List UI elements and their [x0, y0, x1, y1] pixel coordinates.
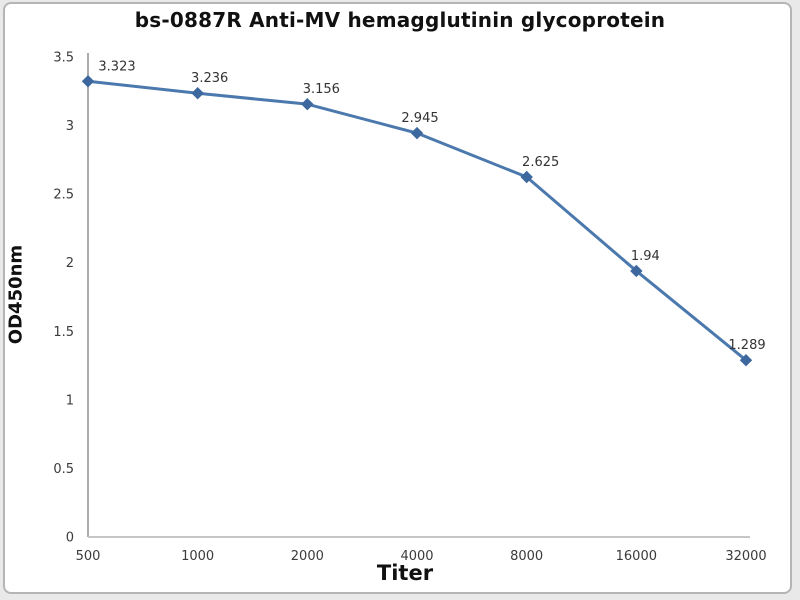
y-tick-label: 2	[66, 256, 74, 271]
y-tick-label: 1	[66, 393, 74, 408]
data-point-label: 1.289	[728, 338, 765, 353]
data-point-label: 3.236	[191, 71, 228, 86]
x-tick-label: 16000	[616, 549, 657, 564]
y-tick-label: 2.5	[53, 188, 74, 203]
x-axis-title: Titer	[376, 561, 434, 585]
data-point-label: 2.945	[401, 111, 438, 126]
x-tick-label: 500	[76, 549, 101, 564]
x-tick-label: 8000	[510, 549, 543, 564]
data-point-marker	[81, 75, 95, 88]
x-tick-label: 2000	[291, 549, 324, 564]
data-point-label: 1.94	[631, 249, 660, 264]
data-point-marker	[520, 170, 533, 184]
data-point-marker	[191, 86, 204, 100]
data-point-marker	[739, 354, 753, 367]
y-tick-label: 0	[66, 531, 74, 546]
y-tick-label: 0.5	[53, 462, 74, 477]
x-tick-label: 4000	[400, 549, 433, 564]
data-point-label: 3.323	[98, 59, 135, 74]
y-tick-label: 1.5	[53, 325, 74, 340]
data-point-marker	[301, 97, 314, 111]
data-point-marker	[410, 126, 424, 140]
data-point-marker	[630, 264, 643, 278]
chart-title: bs-0887R Anti-MV hemagglutinin glycoprot…	[134, 8, 666, 32]
x-tick-label: 1000	[181, 549, 214, 564]
y-tick-label: 3	[66, 119, 74, 134]
chart-card	[3, 2, 792, 594]
x-tick-label: 32000	[725, 549, 766, 564]
y-tick-label: 3.5	[53, 51, 74, 66]
data-point-label: 3.156	[303, 82, 340, 97]
data-point-label: 2.625	[522, 155, 559, 170]
